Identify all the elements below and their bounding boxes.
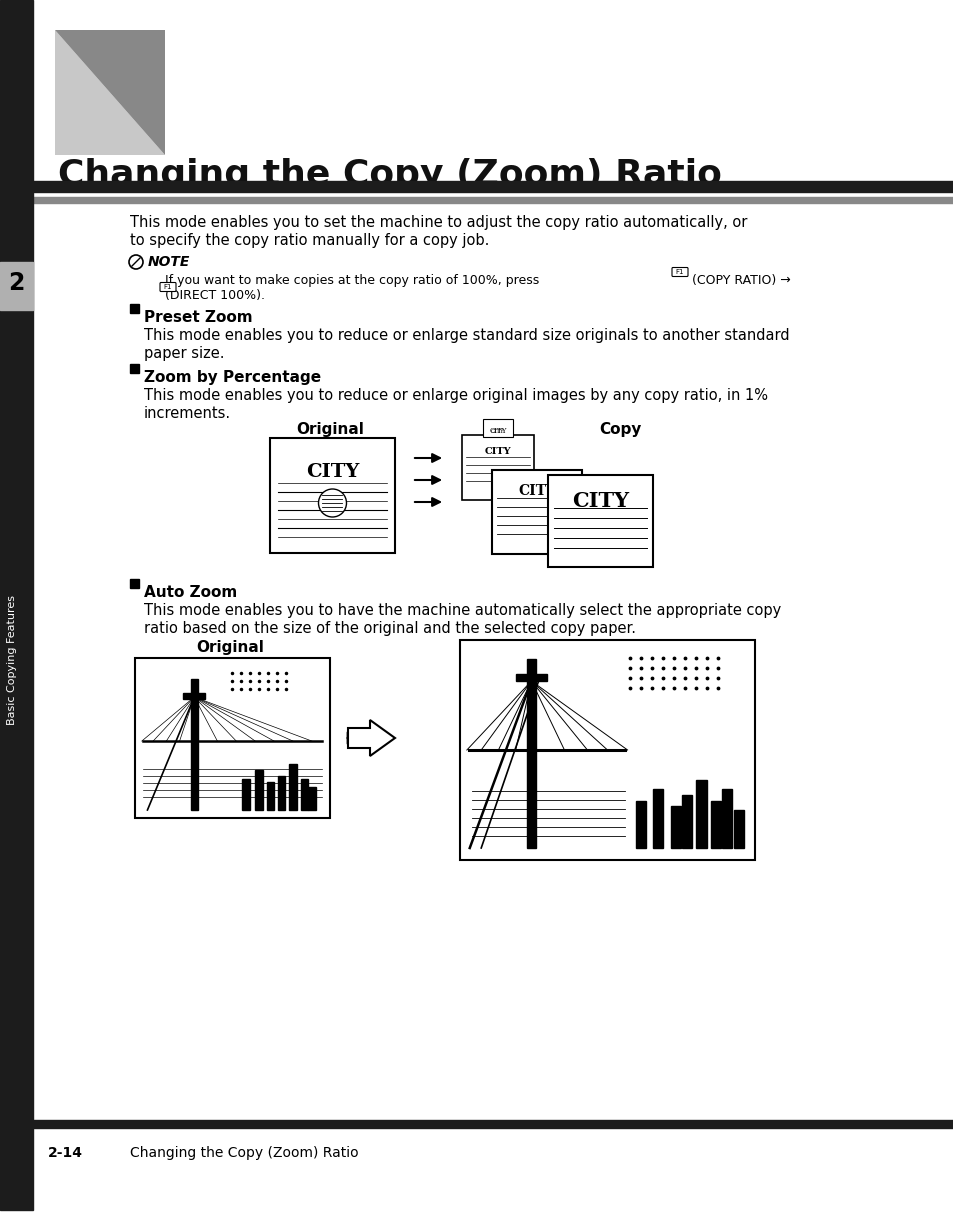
Text: to specify the copy ratio manually for a copy job.: to specify the copy ratio manually for a… (130, 233, 489, 248)
Text: This mode enables you to reduce or enlarge standard size originals to another st: This mode enables you to reduce or enlar… (144, 328, 789, 344)
Text: Preset Zoom: Preset Zoom (144, 310, 253, 325)
Bar (0, 263, 33, 310)
Bar (653, 789, 662, 848)
Bar (0, 0, 33, 1210)
Text: This mode enables you to set the machine to adjust the copy ratio automatically,: This mode enables you to set the machine… (130, 215, 746, 229)
Text: CITY: CITY (491, 429, 504, 434)
Text: If you want to make copies at the copy ratio of 100%, press: If you want to make copies at the copy r… (165, 274, 538, 287)
Polygon shape (55, 29, 165, 155)
Bar (130, 364, 139, 373)
Polygon shape (348, 720, 395, 756)
Text: This mode enables you to reduce or enlarge original images by any copy ratio, in: This mode enables you to reduce or enlar… (144, 388, 767, 402)
Bar (721, 789, 732, 848)
Text: 2-14: 2-14 (48, 1146, 83, 1160)
Bar (135, 658, 330, 818)
Bar (289, 763, 296, 810)
Bar (254, 771, 262, 810)
Bar (308, 787, 315, 810)
Bar (670, 806, 680, 848)
Bar (461, 436, 534, 499)
Text: Auto Zoom: Auto Zoom (144, 585, 237, 600)
Text: Original: Original (196, 640, 264, 655)
Bar (0, 198, 953, 202)
Bar (636, 801, 645, 848)
Text: CITY: CITY (306, 463, 359, 481)
Bar (681, 795, 692, 848)
Polygon shape (55, 29, 165, 155)
Text: F1: F1 (675, 269, 683, 275)
Text: CITY: CITY (517, 483, 556, 498)
FancyBboxPatch shape (671, 267, 687, 276)
Bar (459, 640, 754, 860)
Bar (277, 777, 285, 810)
Text: Changing the Copy (Zoom) Ratio: Changing the Copy (Zoom) Ratio (58, 158, 721, 191)
Bar (547, 475, 652, 567)
Bar (696, 780, 706, 848)
Text: 2: 2 (9, 271, 25, 294)
Bar (266, 783, 274, 810)
Text: paper size.: paper size. (144, 346, 224, 361)
Bar (0, 1120, 953, 1128)
Bar (191, 679, 197, 810)
Text: Zoom by Percentage: Zoom by Percentage (144, 371, 321, 385)
Text: F1: F1 (164, 283, 172, 290)
Bar (710, 801, 720, 848)
Bar (733, 810, 743, 848)
Bar (130, 579, 139, 588)
Text: NOTE: NOTE (148, 255, 191, 269)
Bar (183, 693, 205, 699)
Bar (516, 674, 547, 681)
Text: Copy: Copy (648, 640, 691, 655)
Text: Basic Copying Features: Basic Copying Features (7, 595, 17, 725)
Text: Original: Original (295, 422, 363, 437)
Text: This mode enables you to have the machine automatically select the appropriate c: This mode enables you to have the machin… (144, 602, 781, 618)
Bar (482, 418, 513, 437)
Bar (0, 182, 953, 191)
Bar (492, 470, 581, 555)
Bar (130, 304, 139, 313)
Text: CITY: CITY (489, 427, 506, 436)
FancyBboxPatch shape (160, 282, 175, 292)
Bar (527, 659, 536, 848)
Text: CITY: CITY (572, 491, 628, 510)
Text: (DIRECT 100%).: (DIRECT 100%). (165, 290, 265, 302)
Bar (270, 438, 395, 553)
Text: Changing the Copy (Zoom) Ratio: Changing the Copy (Zoom) Ratio (130, 1146, 358, 1160)
Text: Copy: Copy (598, 422, 640, 437)
Text: increments.: increments. (144, 406, 231, 421)
Text: CITY: CITY (484, 447, 511, 456)
Bar (242, 779, 250, 810)
Text: ratio based on the size of the original and the selected copy paper.: ratio based on the size of the original … (144, 621, 636, 636)
Circle shape (318, 490, 346, 517)
Text: (COPY RATIO) →: (COPY RATIO) → (691, 274, 790, 287)
Bar (300, 779, 308, 810)
